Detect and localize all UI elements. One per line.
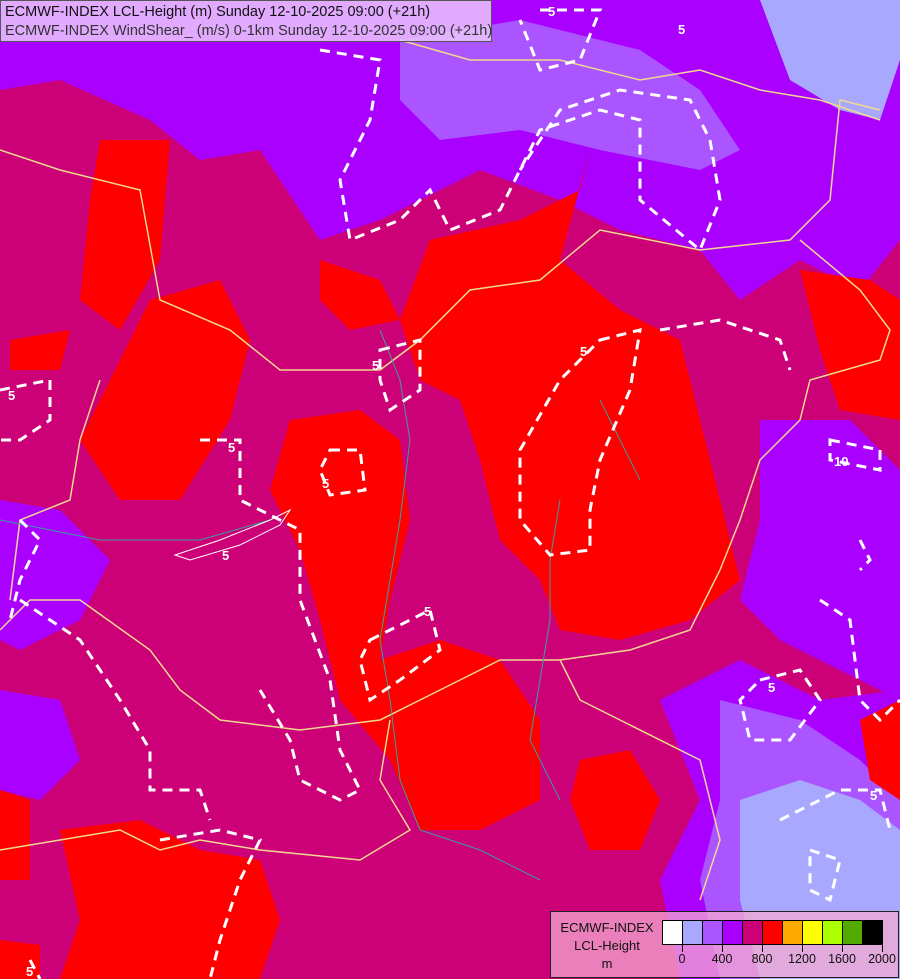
legend-swatch xyxy=(663,921,683,944)
contour-label: 5 xyxy=(678,22,685,37)
contour-label: 5 xyxy=(228,440,235,455)
contour-label: 5 xyxy=(580,344,587,359)
map-title-box: ECMWF-INDEX LCL-Height (m) Sunday 12-10-… xyxy=(0,0,492,42)
legend-tick-label: 400 xyxy=(711,952,733,966)
legend-tick-label: 1200 xyxy=(788,952,816,966)
legend-tick-mark xyxy=(882,944,883,952)
contour-label: 5 xyxy=(222,548,229,563)
title-windshear: ECMWF-INDEX WindShear_ (m/s) 0-1km Sunda… xyxy=(5,23,493,39)
contour-label: 5 xyxy=(548,4,555,19)
legend-title: ECMWF-INDEX xyxy=(560,920,654,935)
legend-tick-mark xyxy=(802,944,803,952)
legend-swatch xyxy=(863,921,882,944)
legend-swatch xyxy=(723,921,743,944)
legend-tick-mark xyxy=(762,944,763,952)
contour-label: 5 xyxy=(424,604,431,619)
legend-variable: LCL-Height xyxy=(574,938,640,953)
legend-unit: m xyxy=(601,956,613,971)
contour-label: 5 xyxy=(26,964,33,979)
legend-swatch xyxy=(843,921,863,944)
legend-swatch xyxy=(803,921,823,944)
legend-swatch xyxy=(763,921,783,944)
title-lcl-height: ECMWF-INDEX LCL-Height (m) Sunday 12-10-… xyxy=(5,4,431,20)
contour-label: 5 xyxy=(768,680,775,695)
legend-swatch xyxy=(783,921,803,944)
country-borders xyxy=(0,39,891,901)
contour-label: 5 xyxy=(8,388,15,403)
legend-tick-mark xyxy=(682,944,683,952)
legend-tick-label: 0 xyxy=(678,952,686,966)
contour-label: 10 xyxy=(834,454,848,469)
rivers xyxy=(0,329,641,881)
legend-tick-label: 800 xyxy=(751,952,773,966)
legend-tick-mark xyxy=(842,944,843,952)
contour-label: 5 xyxy=(870,788,877,803)
legend-swatch xyxy=(683,921,703,944)
contour-labels: 5 5 5 5 5 5 5 5 5 10 5 5 5 xyxy=(8,4,877,979)
legend-tick-label: 2000 xyxy=(868,952,896,966)
legend-tick-label: 1600 xyxy=(828,952,856,966)
contour-label: 5 xyxy=(322,476,329,491)
red-regions xyxy=(0,140,900,979)
legend-swatch xyxy=(823,921,843,944)
windshear-contours xyxy=(0,8,900,979)
legend-swatch xyxy=(703,921,723,944)
lake-balaton xyxy=(173,508,292,561)
contour-label: 5 xyxy=(372,358,379,373)
legend-swatch xyxy=(743,921,763,944)
legend-swatches xyxy=(662,920,883,945)
legend-tick-mark xyxy=(722,944,723,952)
color-legend: ECMWF-INDEX LCL-Height m 0 400 800 1200 1600… xyxy=(550,911,899,978)
